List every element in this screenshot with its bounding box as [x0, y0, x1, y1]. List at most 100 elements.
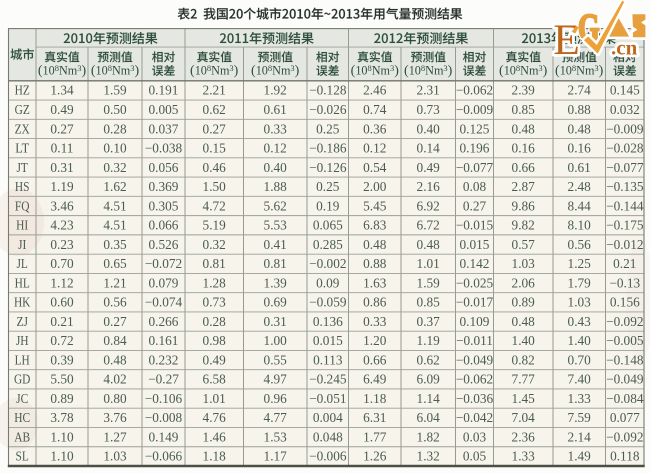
svg-text:0.35: 0.35: [103, 237, 127, 252]
svg-text:5.45: 5.45: [363, 198, 387, 213]
svg-text:2.87: 2.87: [512, 179, 536, 194]
svg-text:0.80: 0.80: [103, 391, 127, 406]
svg-text:2.36: 2.36: [512, 429, 536, 444]
svg-text:9.82: 9.82: [512, 218, 535, 233]
svg-text:0.49: 0.49: [417, 160, 441, 175]
svg-text:9.86: 9.86: [512, 198, 536, 213]
svg-text:FQ: FQ: [15, 198, 30, 213]
svg-text:4.97: 4.97: [264, 372, 288, 387]
svg-text:JL: JL: [17, 256, 28, 271]
svg-text:0.05: 0.05: [463, 449, 487, 464]
svg-text:1.10: 1.10: [50, 449, 74, 464]
svg-text:−0.066: −0.066: [145, 449, 183, 464]
svg-text:0.31: 0.31: [264, 314, 287, 329]
svg-text:0.118: 0.118: [610, 449, 640, 464]
svg-text:1.34: 1.34: [50, 83, 74, 98]
svg-text:0.66: 0.66: [512, 160, 536, 175]
svg-text:1.59: 1.59: [417, 275, 441, 290]
svg-text:4.51: 4.51: [103, 198, 126, 213]
svg-text:−0.051: −0.051: [309, 391, 346, 406]
svg-text:1.25: 1.25: [568, 256, 592, 271]
svg-text:0.66: 0.66: [363, 352, 387, 367]
svg-text:0.056: 0.056: [149, 160, 179, 175]
svg-text:6.31: 6.31: [363, 410, 386, 425]
svg-text:6.72: 6.72: [417, 218, 440, 233]
svg-text:HI: HI: [16, 218, 28, 233]
svg-text:1.39: 1.39: [264, 275, 288, 290]
svg-text:−0.038: −0.038: [145, 141, 183, 156]
svg-text:1.49: 1.49: [568, 449, 592, 464]
svg-text:0.23: 0.23: [50, 237, 74, 252]
svg-text:0.065: 0.065: [313, 218, 343, 233]
svg-text:.cn: .cn: [611, 36, 638, 60]
svg-text:0.077: 0.077: [610, 410, 640, 425]
svg-text:0.50: 0.50: [103, 102, 127, 117]
svg-text:0.73: 0.73: [417, 102, 441, 117]
svg-text:1.33: 1.33: [512, 449, 536, 464]
svg-text:0.82: 0.82: [512, 352, 535, 367]
svg-text:4.72: 4.72: [203, 198, 226, 213]
svg-text:0.62: 0.62: [417, 352, 440, 367]
svg-text:6.83: 6.83: [363, 218, 387, 233]
svg-text:0.149: 0.149: [149, 429, 179, 444]
svg-text:0.74: 0.74: [363, 102, 387, 117]
svg-text:0.88: 0.88: [568, 102, 592, 117]
svg-text:−0.009: −0.009: [606, 121, 644, 136]
svg-text:0.136: 0.136: [313, 314, 343, 329]
svg-text:1.03: 1.03: [103, 449, 127, 464]
svg-text:6.92: 6.92: [417, 198, 440, 213]
svg-text:(108Nm3): (108Nm3): [555, 63, 604, 79]
svg-text:1.32: 1.32: [417, 449, 440, 464]
svg-text:0.70: 0.70: [568, 352, 592, 367]
svg-text:6.04: 6.04: [417, 410, 441, 425]
svg-text:0.72: 0.72: [50, 333, 73, 348]
svg-text:JC: JC: [16, 391, 28, 406]
svg-text:5.62: 5.62: [264, 198, 287, 213]
svg-text:4.51: 4.51: [103, 218, 126, 233]
svg-text:0.41: 0.41: [264, 237, 287, 252]
svg-text:AB: AB: [14, 429, 30, 444]
svg-text:−0.135: −0.135: [606, 179, 644, 194]
svg-text:HZ: HZ: [15, 83, 30, 98]
svg-text:0.09: 0.09: [316, 275, 340, 290]
svg-text:0.48: 0.48: [512, 121, 536, 136]
svg-text:−0.015: −0.015: [456, 218, 494, 233]
svg-text:0.27: 0.27: [103, 314, 127, 329]
svg-text:0.12: 0.12: [363, 141, 386, 156]
svg-text:1.27: 1.27: [103, 429, 127, 444]
svg-text:1.18: 1.18: [203, 449, 227, 464]
svg-text:0.81: 0.81: [203, 256, 226, 271]
svg-text:7.40: 7.40: [568, 372, 592, 387]
svg-text:JI: JI: [18, 237, 26, 252]
svg-text:5.50: 5.50: [50, 372, 74, 387]
svg-text:5.19: 5.19: [203, 218, 227, 233]
svg-text:2.16: 2.16: [417, 179, 441, 194]
svg-text:0.32: 0.32: [103, 160, 126, 175]
svg-text:0.526: 0.526: [149, 237, 179, 252]
svg-text:7.04: 7.04: [512, 410, 536, 425]
svg-text:0.81: 0.81: [264, 256, 287, 271]
svg-text:0.19: 0.19: [316, 198, 340, 213]
svg-text:−0.042: −0.042: [456, 410, 493, 425]
svg-text:GD: GD: [14, 372, 31, 387]
svg-text:−0.062: −0.062: [456, 83, 493, 98]
svg-text:0.85: 0.85: [512, 102, 536, 117]
svg-text:0.305: 0.305: [149, 198, 179, 213]
svg-text:0.14: 0.14: [417, 141, 441, 156]
svg-text:1.00: 1.00: [264, 333, 288, 348]
svg-text:0.21: 0.21: [613, 256, 636, 271]
svg-text:2.21: 2.21: [203, 83, 226, 98]
svg-text:0.196: 0.196: [460, 141, 490, 156]
svg-text:1.03: 1.03: [568, 295, 592, 310]
svg-text:1.26: 1.26: [363, 449, 387, 464]
svg-text:(108Nm3): (108Nm3): [190, 63, 239, 79]
svg-text:0.61: 0.61: [568, 160, 591, 175]
svg-text:0.27: 0.27: [463, 198, 487, 213]
svg-text:0.86: 0.86: [363, 295, 387, 310]
svg-text:JT: JT: [17, 160, 28, 175]
svg-text:−0.008: −0.008: [145, 410, 183, 425]
svg-text:0.48: 0.48: [417, 237, 441, 252]
svg-text:−0.144: −0.144: [606, 198, 644, 213]
svg-text:1.28: 1.28: [203, 275, 227, 290]
svg-text:0.27: 0.27: [203, 121, 227, 136]
